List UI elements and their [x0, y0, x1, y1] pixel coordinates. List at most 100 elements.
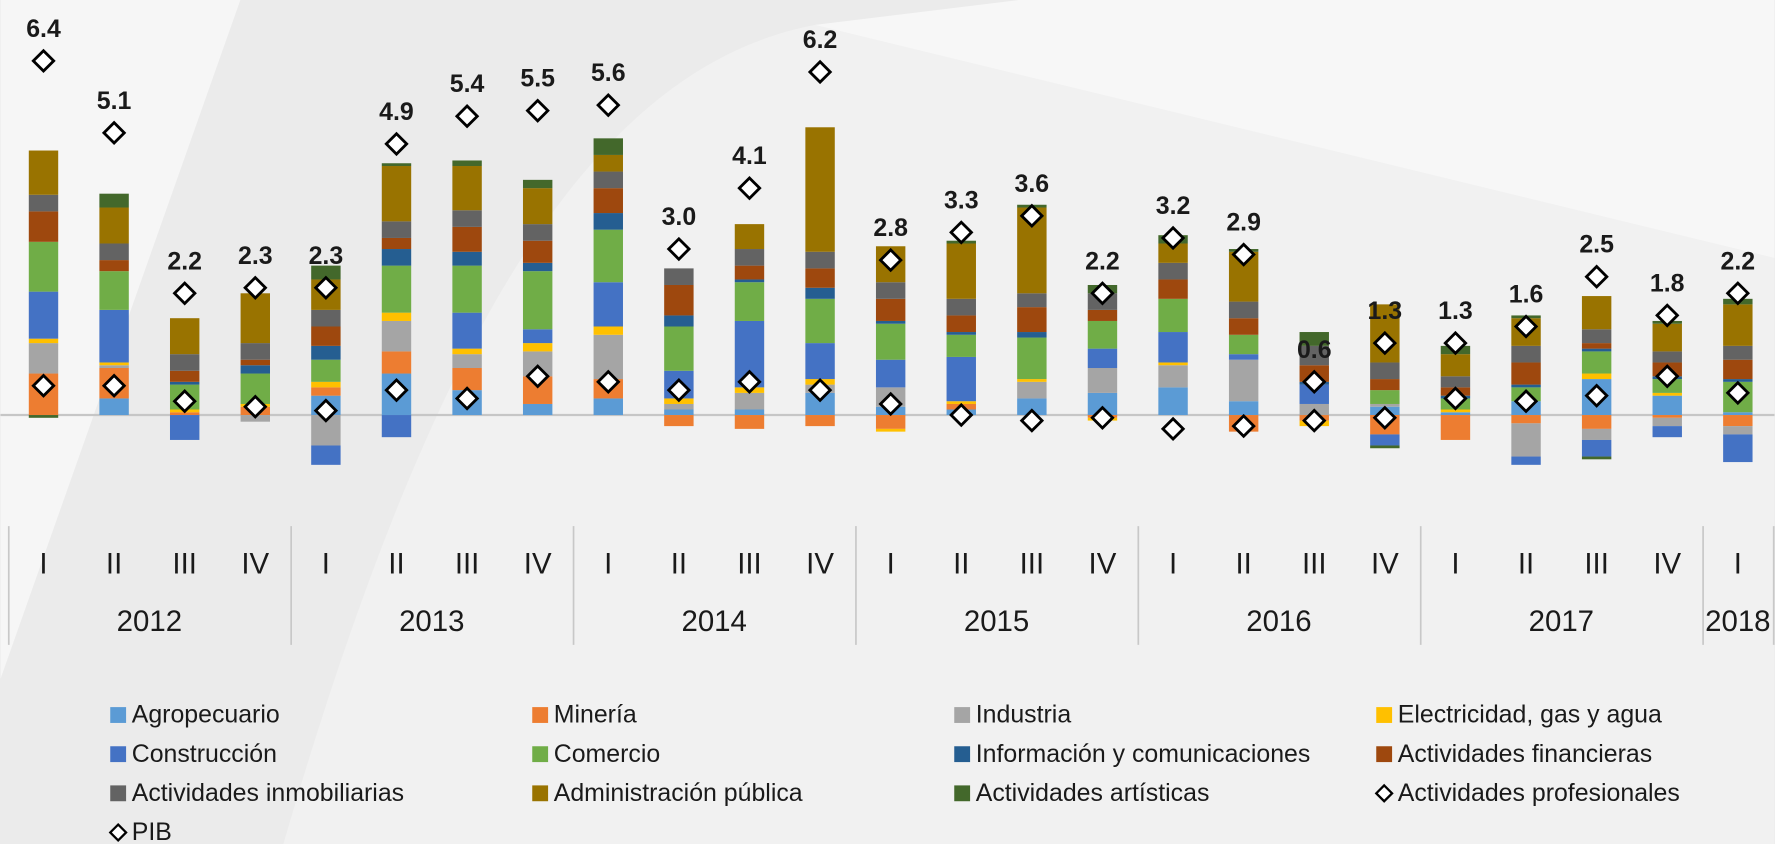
data-label: 2.5 [1579, 231, 1614, 259]
bar-segment [875, 282, 906, 299]
bar-segment [311, 445, 341, 465]
data-label: 5.1 [97, 87, 132, 115]
bar-segment [1299, 384, 1329, 404]
bar-segment [1652, 415, 1682, 418]
marker [1302, 369, 1327, 395]
bar-segment [1158, 279, 1188, 299]
bar-segment [1017, 307, 1047, 333]
bar-segment [1228, 354, 1259, 360]
data-label: 1.3 [1368, 297, 1403, 325]
x-group-label: 2014 [681, 605, 746, 638]
bar-segment [99, 365, 129, 369]
bar-segment [875, 359, 906, 388]
bar-segment [1440, 412, 1471, 416]
bar-segment [1723, 379, 1753, 382]
bar-segment [452, 160, 482, 167]
marker [1160, 225, 1186, 251]
marker [384, 131, 409, 157]
bar-segment [1370, 390, 1400, 404]
legend-swatch [532, 746, 549, 763]
data-label: 2.8 [873, 214, 908, 242]
bar-segment [1581, 373, 1612, 380]
marker [525, 364, 550, 389]
bar-segment [381, 166, 412, 222]
legend-label: Administración pública [554, 779, 803, 807]
marker [101, 373, 127, 398]
marker [1655, 303, 1680, 328]
legend-label: Industria [976, 701, 1072, 729]
data-label: 1.6 [1509, 281, 1544, 309]
bar-segment [311, 345, 341, 360]
bar-segment [1652, 426, 1682, 438]
bar-segment [522, 240, 553, 263]
bar-segment [1017, 293, 1047, 308]
bar-segment [805, 343, 835, 380]
bar-segment [875, 298, 906, 321]
marker [878, 391, 903, 417]
x-tick-label: IV [1371, 547, 1399, 580]
marker [737, 175, 762, 201]
bar-segment [381, 312, 412, 321]
bar-segment [1370, 434, 1400, 446]
legend-label: Información y comunicaciones [976, 740, 1311, 768]
bar-segment [1723, 412, 1753, 416]
bar-segment [28, 211, 59, 242]
bar-segment [522, 343, 553, 352]
data-label: 6.2 [803, 26, 838, 54]
bar-segment [169, 354, 200, 371]
bar-segment [1228, 401, 1259, 416]
bar-segment [1652, 395, 1682, 416]
bar-segment [1158, 243, 1188, 263]
legend-label: Comercio [554, 740, 660, 768]
bar-segment [946, 298, 976, 316]
legend-swatch [110, 707, 127, 723]
bar-segment [1017, 381, 1047, 399]
bar-segment [875, 428, 906, 432]
x-tick-label: IV [806, 547, 834, 580]
bar-segment [522, 179, 553, 189]
bar-segment [1158, 387, 1188, 416]
bar-segment [1581, 296, 1612, 330]
legend-swatch [1376, 707, 1393, 723]
marker [1584, 383, 1609, 408]
data-label: 2.2 [1721, 247, 1756, 275]
x-tick-label: IV [241, 547, 269, 580]
bar-segment [734, 249, 765, 266]
x-tick-label: I [604, 547, 612, 580]
marker [1372, 330, 1398, 356]
bar-segment [381, 221, 412, 238]
bar-segment [1228, 334, 1259, 355]
marker [1090, 281, 1115, 306]
bar-segment [664, 409, 694, 416]
bar-segment [1511, 362, 1541, 385]
data-label: 3.0 [662, 203, 697, 231]
bar-segment [99, 362, 129, 366]
x-group-label: 2013 [399, 605, 464, 638]
bar-segment [593, 229, 623, 283]
marker [1584, 264, 1609, 289]
marker [1231, 413, 1256, 439]
bar-segment [805, 287, 835, 299]
marker [1160, 416, 1186, 442]
x-tick-label: III [737, 547, 762, 580]
bar-segment [1158, 298, 1188, 333]
bar-segment [522, 403, 553, 416]
marker [31, 48, 56, 74]
legend-swatch [110, 746, 127, 763]
bar-segment [240, 343, 270, 360]
bar-segment [1158, 332, 1188, 363]
bar-segment [1158, 365, 1188, 388]
marker [1513, 314, 1539, 339]
bar-segment [593, 138, 623, 155]
bar-segment [452, 251, 482, 266]
bar-segment [1228, 318, 1259, 335]
bar-segment [946, 332, 976, 335]
bar-segment [1087, 320, 1118, 349]
bar-segment [452, 312, 482, 349]
x-group-label: 2015 [964, 605, 1029, 638]
bar-segment [946, 401, 976, 404]
legend-marker [1374, 783, 1394, 803]
bar-segment [522, 224, 553, 241]
bar-segment [805, 127, 835, 252]
background-shape [283, 24, 1775, 844]
